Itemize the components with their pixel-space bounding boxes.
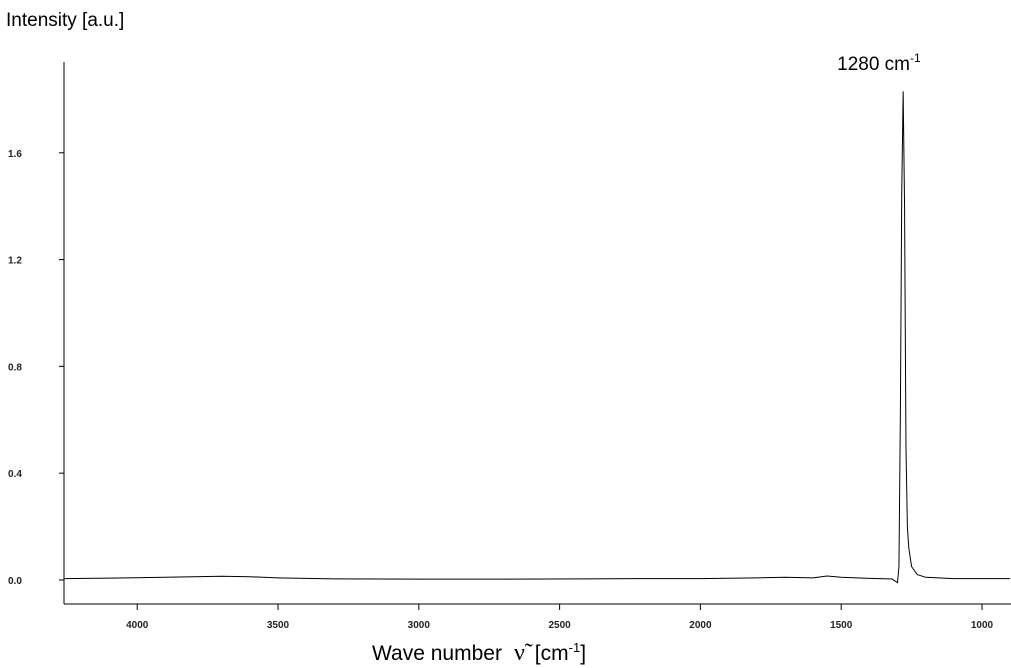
x-label-end: ] <box>580 642 586 665</box>
x-tick-label: 3000 <box>408 620 431 631</box>
x-label-symbol: ν̃ <box>514 640 533 666</box>
peak-annotation: 1280 cm-1 <box>837 51 921 75</box>
y-tick-label: 1.6 <box>8 149 22 160</box>
x-tick-label: 4000 <box>126 620 149 631</box>
x-tick-label: 1000 <box>971 620 994 631</box>
x-tick-label: 2500 <box>548 620 571 631</box>
annotation-text: 1280 cm <box>837 54 910 75</box>
x-label-unit: [cm <box>535 642 569 665</box>
x-tick-label: 3500 <box>267 620 290 631</box>
y-axis-label: Intensity [a.u.] <box>6 10 124 31</box>
x-tick-label: 2000 <box>689 620 712 631</box>
x-label-text: Wave number <box>372 642 502 665</box>
y-tick-label: 1.2 <box>8 256 22 267</box>
annotation-sup: -1 <box>910 51 921 65</box>
x-tick-label: 1500 <box>830 620 853 631</box>
y-tick-label: 0.4 <box>8 469 22 480</box>
x-label-sup: -1 <box>569 640 581 655</box>
y-tick-label: 0.0 <box>8 576 22 587</box>
x-axis-label: Wave number ν̃ [cm-1] <box>372 640 586 666</box>
y-tick-label: 0.8 <box>8 362 22 373</box>
spectrum-line <box>63 91 1011 584</box>
